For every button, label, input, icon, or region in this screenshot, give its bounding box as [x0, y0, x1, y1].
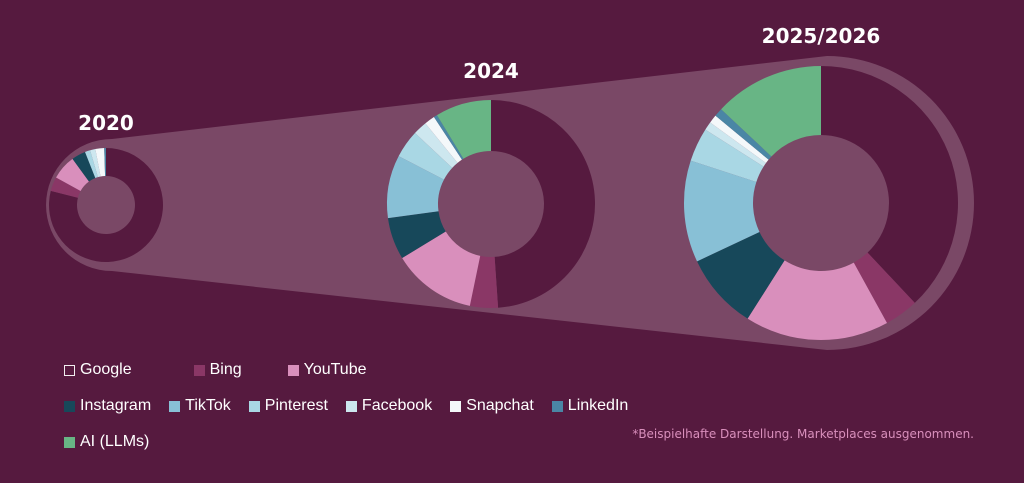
slice-2024-facebook — [414, 123, 458, 168]
legend-label: YouTube — [303, 361, 367, 378]
legend: Google Bing YouTube Instagram TikTok Pinteres… — [64, 352, 628, 460]
legend-label: Bing — [209, 361, 242, 378]
year-label-2020: 2020 — [78, 111, 134, 135]
footnote: *Beispielhafte Darstellung. Marketplaces… — [632, 427, 974, 441]
slice-2020-google — [49, 148, 164, 262]
slice-2020-youtube — [56, 158, 89, 192]
slice-2024-youtube — [402, 231, 481, 306]
legend-swatch-instagram — [64, 400, 75, 412]
donut-charts — [49, 66, 959, 340]
slice-2025-2026-youtube — [747, 260, 888, 340]
legend-swatch-linkedin — [551, 400, 563, 412]
donut-2024 — [387, 100, 596, 308]
slice-2024-linkedin — [433, 115, 464, 160]
slice-2020-bing — [50, 177, 81, 198]
legend-item-tiktok: TikTok — [169, 397, 231, 415]
slice-2024-ai-llms — [436, 100, 491, 159]
legend-label: Pinterest — [264, 397, 328, 414]
legend-label: Snapchat — [466, 397, 534, 414]
legend-label: Facebook — [361, 397, 433, 414]
legend-label: Google — [80, 361, 132, 378]
slice-2025-2026-pinterest — [690, 129, 764, 182]
slice-2024-pinterest — [398, 133, 453, 180]
slice-2025-2026-google — [821, 66, 959, 303]
legend-swatch-google — [64, 364, 75, 376]
legend-item-bing: Bing — [193, 361, 242, 379]
legend-label: TikTok — [185, 397, 231, 414]
legend-item-ai-llms: AI (LLMs) — [64, 433, 149, 451]
donut-2020 — [49, 148, 164, 262]
slice-2024-snapchat — [425, 117, 462, 163]
slice-2025-2026-instagram — [697, 231, 785, 319]
year-label-2025-2026: 2025/2026 — [762, 24, 881, 48]
legend-swatch-ai-llms — [64, 436, 75, 448]
legend-row: AI (LLMs) — [64, 424, 624, 460]
legend-swatch-bing — [193, 364, 205, 376]
legend-item-facebook: Facebook — [345, 397, 433, 415]
legend-item-snapchat: Snapchat — [450, 397, 534, 415]
legend-label: LinkedIn — [567, 397, 629, 414]
legend-swatch-youtube — [287, 364, 299, 376]
slice-2025-2026-tiktok — [684, 160, 760, 262]
legend-item-linkedin: LinkedIn — [551, 397, 629, 415]
year-label-2024: 2024 — [463, 59, 519, 83]
legend-item-youtube: YouTube — [287, 361, 367, 379]
slice-2024-tiktok — [387, 156, 444, 219]
slice-2020-linkedin — [104, 148, 106, 177]
year-labels: 2020 2024 2025/2026 — [78, 24, 880, 135]
legend-label: AI (LLMs) — [80, 433, 150, 450]
legend-item-pinterest: Pinterest — [248, 397, 328, 415]
legend-row: Google Bing YouTube — [64, 352, 624, 388]
legend-swatch-facebook — [345, 400, 357, 412]
slice-2020-instagram — [72, 152, 96, 182]
slice-2024-google — [491, 100, 596, 308]
slice-2024-instagram — [387, 211, 446, 259]
slice-2020-facebook — [90, 149, 101, 178]
slice-2024-bing — [469, 255, 499, 308]
legend-item-instagram: Instagram — [64, 397, 151, 415]
slice-2020-pinterest — [85, 150, 98, 179]
slice-2025-2026-bing — [853, 252, 915, 324]
donut-2025-2026 — [684, 66, 959, 340]
slice-2025-2026-ai-llms — [721, 66, 821, 157]
legend-swatch-tiktok — [169, 400, 181, 412]
legend-label: Instagram — [80, 397, 152, 414]
slice-2025-2026-facebook — [705, 122, 766, 167]
slice-2025-2026-snapchat — [710, 115, 769, 164]
legend-item-google: Google — [64, 361, 132, 379]
slice-2025-2026-linkedin — [715, 109, 772, 160]
slice-2020-snapchat — [95, 148, 106, 177]
legend-row: Instagram TikTok Pinterest Facebook Snapchat… — [64, 388, 628, 424]
legend-swatch-pinterest — [248, 400, 260, 412]
legend-swatch-snapchat — [450, 400, 462, 412]
